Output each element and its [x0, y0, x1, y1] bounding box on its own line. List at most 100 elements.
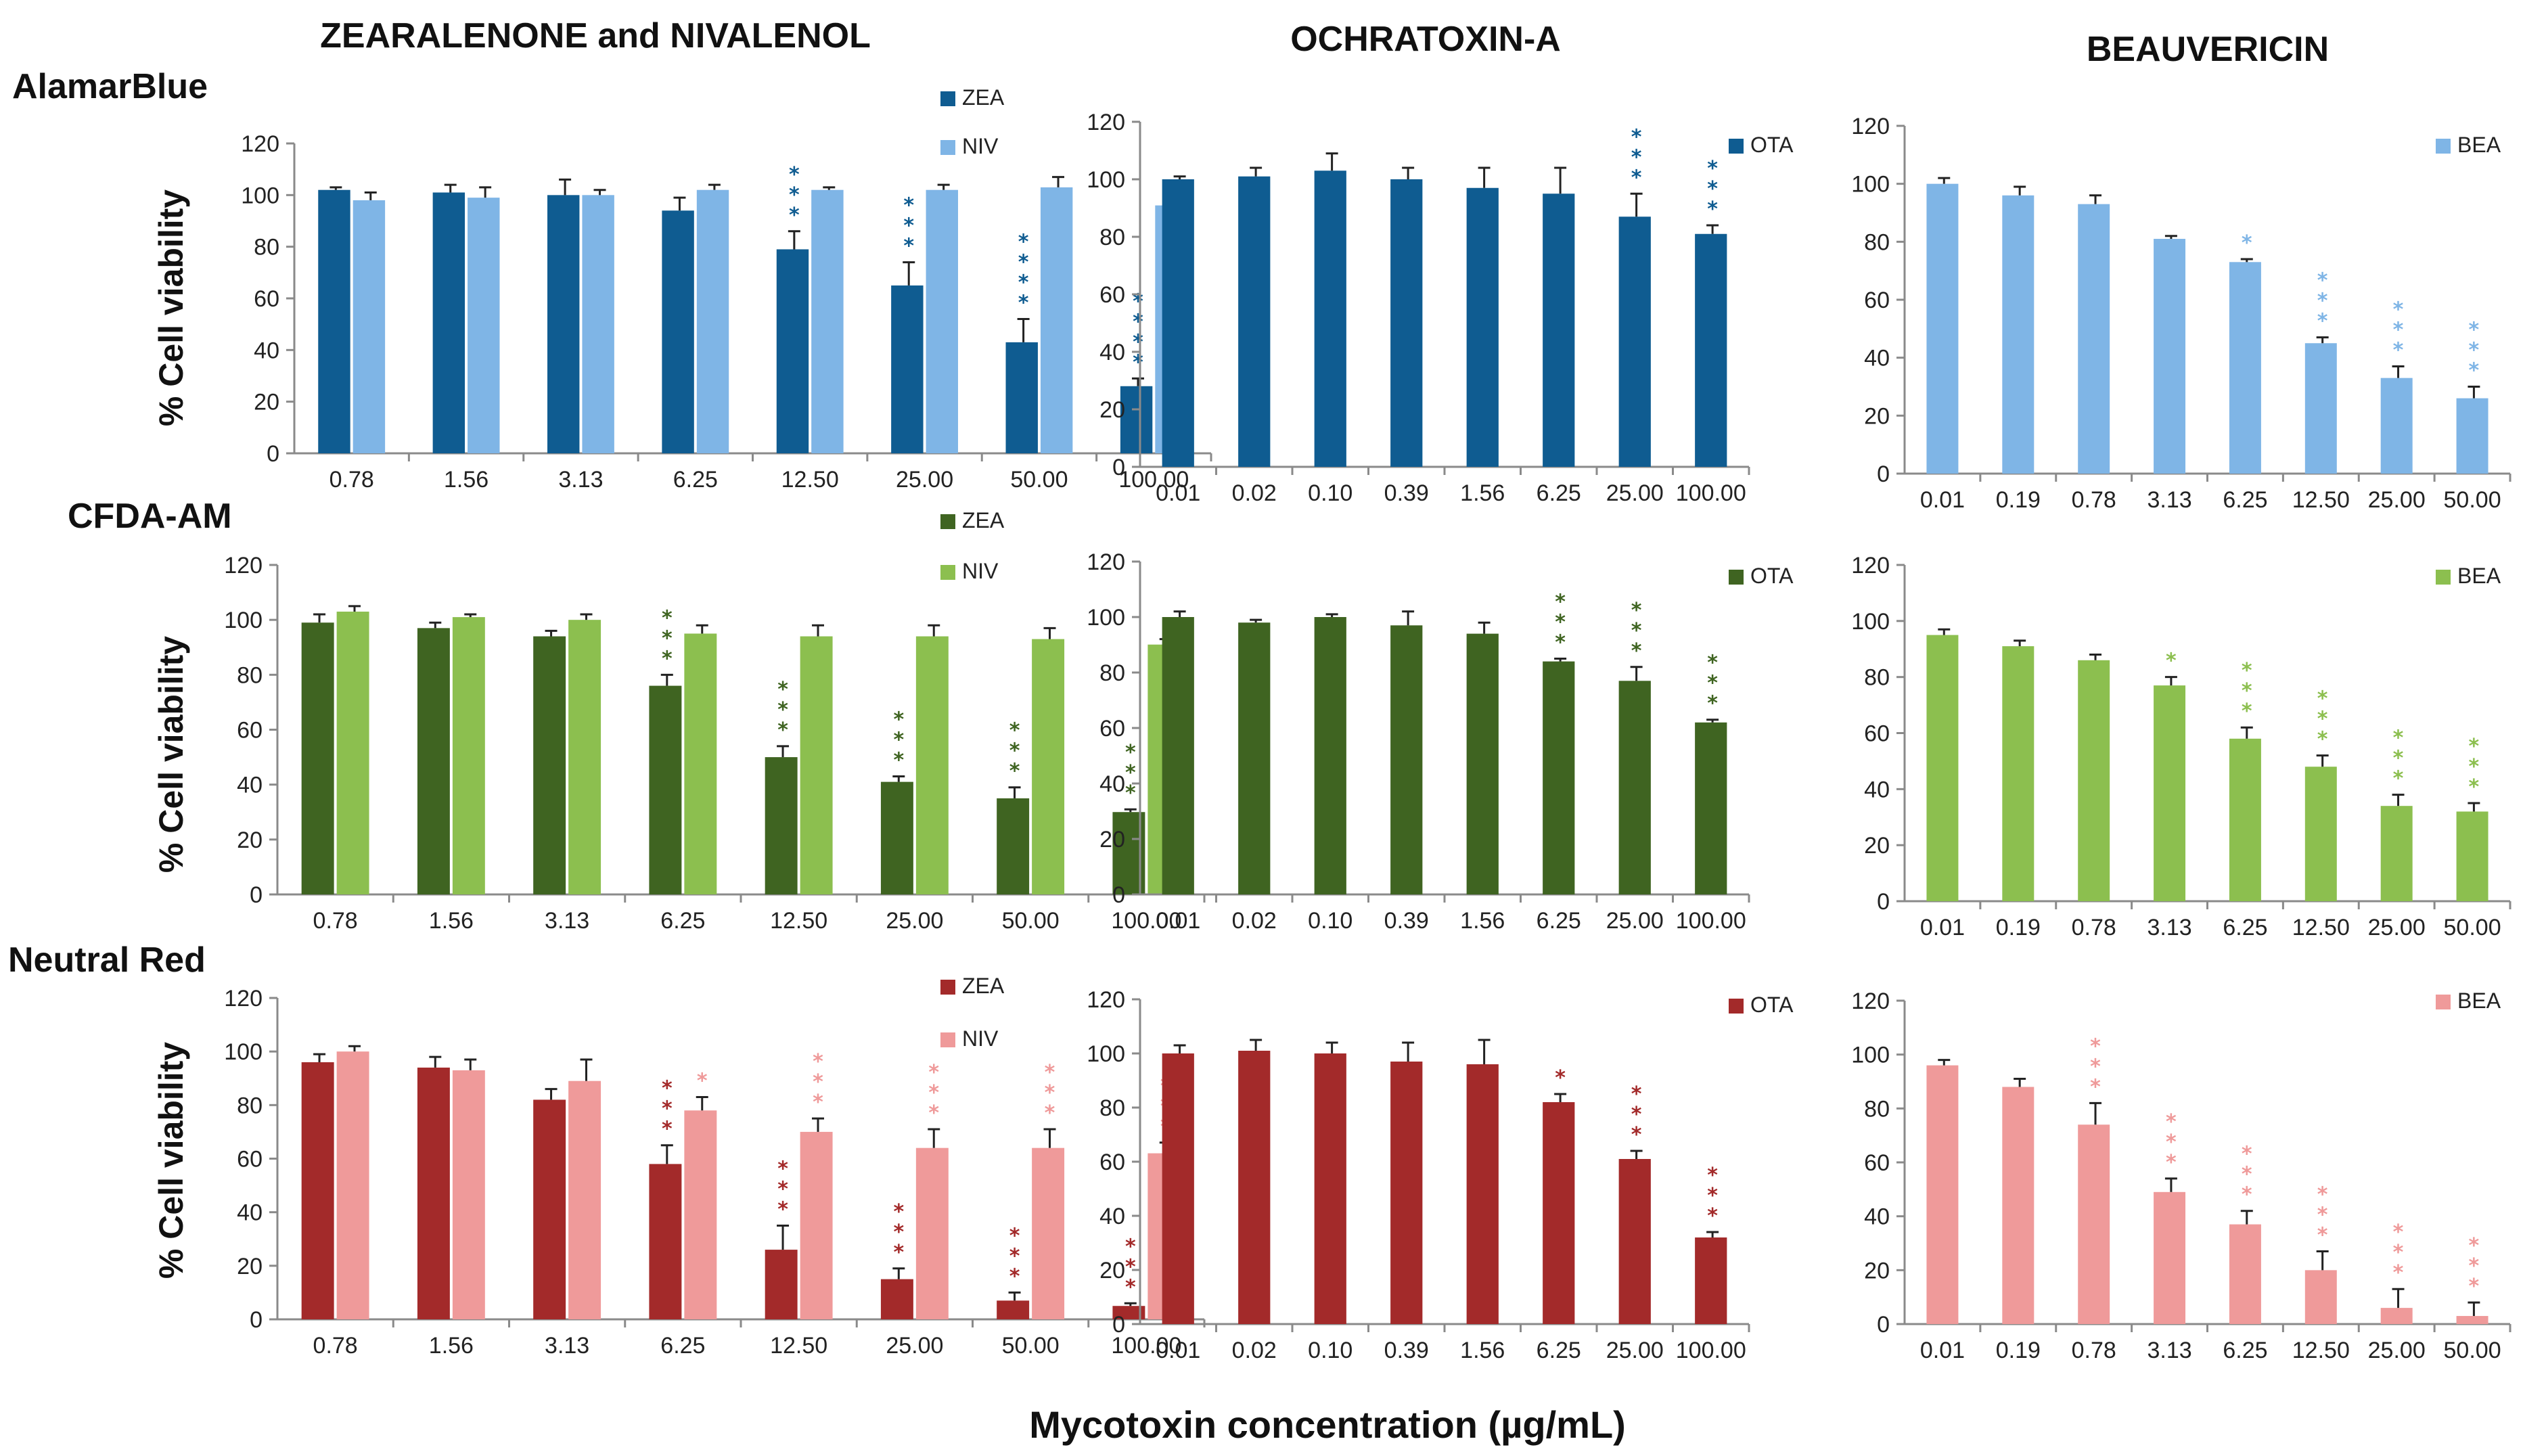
significance-star: *	[893, 1241, 904, 1265]
y-tick-label: 40	[1864, 1204, 1890, 1230]
significance-star: *	[1125, 1275, 1136, 1299]
y-tick-label: 100	[1851, 172, 1890, 198]
significance-star: *	[2393, 727, 2404, 750]
significance-star: *	[777, 1157, 788, 1181]
bar-ota	[1162, 1053, 1194, 1324]
significance-star: *	[2469, 359, 2480, 383]
significance-star: *	[893, 1200, 904, 1224]
bar-niv	[684, 1110, 717, 1319]
bar-ota	[1543, 1102, 1575, 1324]
y-tick-label: 80	[1864, 665, 1890, 691]
legend-label-bea: BEA	[2457, 988, 2501, 1013]
significance-star: *	[928, 1101, 939, 1125]
significance-star: *	[893, 1221, 904, 1244]
x-tick-label: 1.56	[1460, 480, 1505, 506]
significance-star: *	[2317, 310, 2328, 334]
bar-bea	[1926, 1065, 1959, 1324]
significance-star: *	[2090, 1034, 2101, 1058]
bar-zea	[432, 192, 465, 453]
x-tick-label: 50.00	[1002, 1333, 1060, 1359]
bar-bea	[2002, 1087, 2035, 1324]
bar-niv	[696, 189, 729, 453]
legend-swatch-zea	[940, 980, 955, 995]
y-tick-label: 20	[1864, 833, 1890, 859]
bar-niv	[468, 198, 500, 453]
x-axis-label: Mycotoxin concentration (µg/mL)	[1029, 1403, 1626, 1446]
significance-star: *	[1045, 1061, 1055, 1085]
significance-star: *	[777, 719, 788, 742]
bar-niv	[926, 189, 958, 453]
bar-niv	[452, 1070, 485, 1319]
significance-star: *	[1707, 652, 1718, 675]
significance-star: *	[2469, 735, 2480, 758]
x-tick-label: 50.00	[2444, 1338, 2501, 1363]
y-tick-label: 80	[1864, 1096, 1890, 1122]
bar-niv	[915, 1147, 949, 1319]
significance-star: *	[1707, 1184, 1718, 1208]
x-tick-label: 50.00	[2444, 915, 2501, 940]
y-tick-label: 0	[250, 882, 263, 908]
significance-star: *	[2393, 1241, 2404, 1265]
bar-bea	[2154, 239, 2186, 474]
significance-star: *	[1009, 719, 1020, 743]
significance-star: *	[1009, 1244, 1020, 1268]
legend-swatch-zea	[940, 514, 955, 529]
y-tick-label: 0	[1112, 1312, 1125, 1338]
significance-star: *	[813, 1050, 823, 1074]
significance-star: *	[1631, 639, 1642, 663]
bar-zea	[880, 1279, 913, 1319]
y-tick-label: 60	[1864, 288, 1890, 313]
legend-swatch-ota	[1729, 999, 1744, 1014]
x-tick-label: 25.00	[2368, 487, 2426, 513]
legend-label-ota: OTA	[1750, 993, 1794, 1017]
y-tick-label: 60	[1864, 1150, 1890, 1176]
x-tick-label: 25.00	[1606, 1338, 1664, 1363]
y-tick-label: 40	[237, 1200, 263, 1226]
bar-bea	[2154, 685, 2186, 901]
y-tick-label: 100	[241, 183, 279, 208]
x-tick-label: 100.00	[1111, 1333, 1181, 1359]
significance-star: *	[893, 748, 904, 772]
x-tick-label: 1.56	[1460, 908, 1505, 934]
bar-ota	[1314, 170, 1346, 467]
significance-star: *	[1018, 271, 1029, 295]
x-tick-label: 25.00	[1606, 908, 1664, 934]
bar-zea	[533, 636, 566, 894]
column-title-zea-niv: ZEARALENONE and NIVALENOL	[320, 16, 871, 55]
y-tick-label: 40	[1099, 1204, 1125, 1229]
y-tick-label: 80	[1099, 225, 1125, 250]
chart-cfda-ota: 0 20 40 60 80 100 120 0.01 0.02 0.10 0.39 1.56 6.25 *…	[1087, 549, 1794, 934]
significance-star: *	[903, 214, 914, 238]
legend-swatch-zea	[940, 91, 955, 106]
bar-zea	[997, 798, 1030, 894]
x-tick-label: 3.13	[2147, 1338, 2191, 1363]
x-tick-label: 0.01	[1156, 908, 1200, 934]
x-tick-label: 12.50	[2292, 1338, 2350, 1363]
significance-star: *	[1125, 741, 1136, 765]
x-tick-label: 1.56	[429, 1333, 474, 1359]
significance-star: *	[1631, 1083, 1642, 1106]
y-tick-label: 80	[1099, 1095, 1125, 1121]
significance-star: *	[2469, 1234, 2480, 1258]
x-tick-label: 0.78	[313, 908, 358, 934]
significance-star: *	[789, 183, 800, 207]
bar-bea	[2456, 398, 2488, 474]
x-tick-label: 0.19	[1996, 487, 2041, 513]
y-tick-label: 120	[1087, 549, 1125, 575]
y-tick-label: 60	[237, 1147, 263, 1173]
y-tick-label: 120	[224, 553, 263, 578]
significance-star: *	[697, 1069, 708, 1093]
x-tick-label: 25.00	[886, 1333, 943, 1359]
y-tick-label: 20	[1864, 1258, 1890, 1283]
y-tick-label: 120	[1851, 988, 1890, 1014]
x-tick-label: 6.25	[2223, 1338, 2267, 1363]
bar-ota	[1695, 722, 1727, 894]
bar-bea	[2229, 1224, 2261, 1324]
significance-star: *	[1631, 166, 1642, 189]
significance-star: *	[2317, 290, 2328, 313]
x-tick-label: 0.01	[1920, 1338, 1965, 1363]
significance-star: *	[1133, 310, 1143, 334]
legend-label-niv: NIV	[962, 134, 999, 158]
x-tick-label: 25.00	[896, 467, 953, 493]
